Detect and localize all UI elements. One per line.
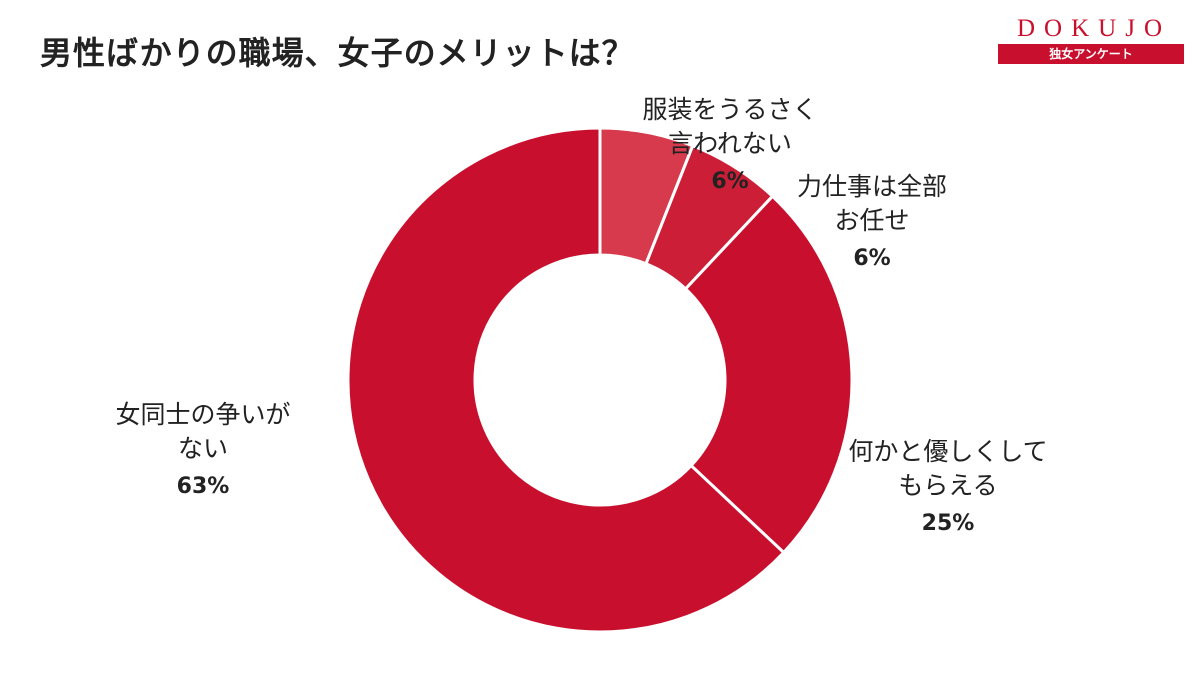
slice-fukuso-label-line: 服装をうるさく (642, 95, 817, 124)
slice-fukuso-percent: 6% (711, 169, 748, 194)
slice-chikara-shigoto-label-line: 力仕事は全部 (797, 172, 947, 201)
slice-yasashiku (683, 194, 854, 555)
slice-yasashiku-label-line: もらえる (898, 471, 997, 500)
logo-subtitle-band: 独女アンケート (998, 44, 1184, 64)
slice-chikara-shigoto-label-line: お任せ (834, 206, 909, 235)
slice-chikara-shigoto-percent: 6% (853, 246, 890, 271)
slice-fukuso-label-line: 言われない (668, 129, 792, 158)
slice-arasoi-nashi-label-line: ない (178, 434, 228, 463)
logo-wordmark: DOKUJO (1017, 15, 1171, 42)
donut-slices (346, 126, 854, 634)
chart-title: 男性ばかりの職場、女子のメリットは？ (40, 34, 635, 72)
slice-yasashiku-label-line: 何かと優しくして (848, 437, 1047, 466)
slice-yasashiku-percent: 25% (922, 511, 975, 536)
slice-arasoi-nashi (346, 126, 786, 634)
dokujo-logo: DOKUJO 独女アンケート (998, 14, 1184, 64)
slice-arasoi-nashi-percent: 63% (177, 474, 230, 499)
slice-arasoi-nashi-label-line: 女同士の争いが (115, 400, 290, 429)
